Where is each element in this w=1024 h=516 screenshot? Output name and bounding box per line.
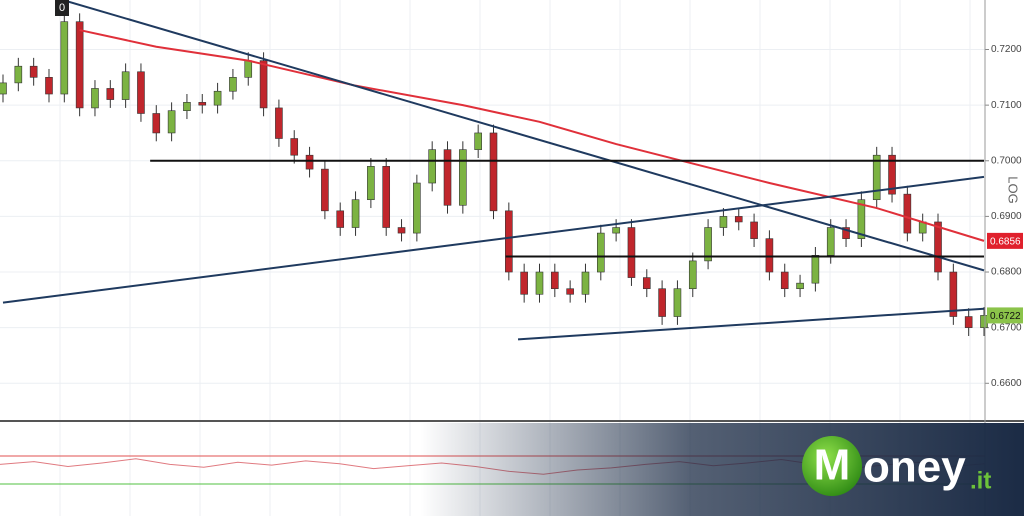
candle-body <box>259 60 268 109</box>
candle-body <box>673 288 682 317</box>
y-tick-label: 0.6700 <box>991 322 1022 333</box>
candle-body <box>551 271 559 290</box>
moving-average <box>79 29 985 242</box>
candle-body <box>949 271 958 317</box>
candle-body <box>152 113 161 134</box>
candle-body <box>842 227 850 239</box>
candle-body <box>934 221 942 273</box>
candle-body <box>505 210 513 273</box>
candle-body <box>167 110 176 134</box>
logo-text: oney <box>863 443 966 492</box>
overlay <box>420 423 1024 516</box>
candle-body <box>121 71 130 100</box>
trend-line <box>62 0 985 272</box>
candle-body <box>244 60 253 78</box>
candle-body <box>642 277 651 290</box>
candle-body <box>581 271 590 295</box>
candle-body <box>45 77 53 95</box>
candle-body <box>75 21 84 109</box>
candle-body <box>474 132 482 150</box>
candle-body <box>734 216 743 223</box>
candle-body <box>106 88 115 100</box>
candle-body <box>765 238 774 273</box>
candle-body <box>0 82 7 95</box>
y-tick-label: 0.7000 <box>991 155 1022 166</box>
trend-line <box>2 175 985 304</box>
candle-body <box>857 199 866 239</box>
candle-body <box>351 199 360 228</box>
y-tick-label: 0.7200 <box>991 44 1022 55</box>
price-label: 0.6722 <box>990 311 1021 322</box>
logo-ball <box>802 436 862 496</box>
candle-body <box>29 65 38 78</box>
candle-body <box>980 315 988 328</box>
candle-body <box>305 154 314 170</box>
candle-body <box>213 90 222 106</box>
candle-body <box>428 149 436 184</box>
logo-suffix: .it <box>970 467 991 494</box>
candle-body <box>750 221 758 239</box>
y-tick-label: 0.6900 <box>991 211 1022 222</box>
price-label: 0.6856 <box>990 237 1021 248</box>
logo: M oney .it <box>802 436 991 496</box>
candle-body <box>397 227 406 234</box>
candle-body <box>612 227 620 234</box>
candle-body <box>413 182 421 234</box>
candle-body <box>596 232 605 273</box>
marker-label: 0 <box>59 2 65 14</box>
candle-body <box>336 210 345 228</box>
candle-body <box>60 21 69 95</box>
marker-badge <box>55 0 69 16</box>
candle-body <box>566 288 574 295</box>
y-tick-label: 0.6800 <box>991 267 1022 278</box>
candle-body <box>137 71 145 114</box>
candle-body <box>627 227 636 278</box>
candle-body <box>888 154 896 195</box>
candle-body <box>229 77 237 92</box>
candle-body <box>489 132 498 212</box>
y-tick-label: 0.7100 <box>991 100 1022 111</box>
candle-body <box>780 271 789 290</box>
candle-body <box>903 193 912 234</box>
candle-body <box>719 216 728 228</box>
price-label-box <box>987 232 1023 249</box>
scale-label: LOG <box>1006 176 1021 203</box>
candle-body <box>658 288 666 317</box>
candle-body <box>290 138 299 156</box>
candle-body <box>964 316 973 328</box>
candle-body <box>535 271 544 295</box>
candle-body <box>520 271 528 295</box>
price-label-box <box>987 307 1023 324</box>
candle-body <box>443 149 452 206</box>
candle-body <box>321 168 329 212</box>
candle-body <box>91 88 99 109</box>
candle-body <box>382 166 391 228</box>
logo-initial: M <box>814 441 851 490</box>
candle-body <box>367 166 375 201</box>
candle-body <box>459 149 467 206</box>
candle-body <box>275 107 283 139</box>
candle-body <box>198 102 207 106</box>
candle-body <box>704 227 712 262</box>
candle-body <box>14 65 23 84</box>
candle-body <box>872 154 881 201</box>
y-tick-label: 0.6600 <box>991 378 1022 389</box>
candle-body <box>811 255 820 284</box>
candle-body <box>796 282 804 290</box>
candle-body <box>183 102 191 112</box>
candle-body <box>688 260 697 290</box>
trend-line <box>517 307 985 341</box>
candle-body <box>826 227 835 256</box>
